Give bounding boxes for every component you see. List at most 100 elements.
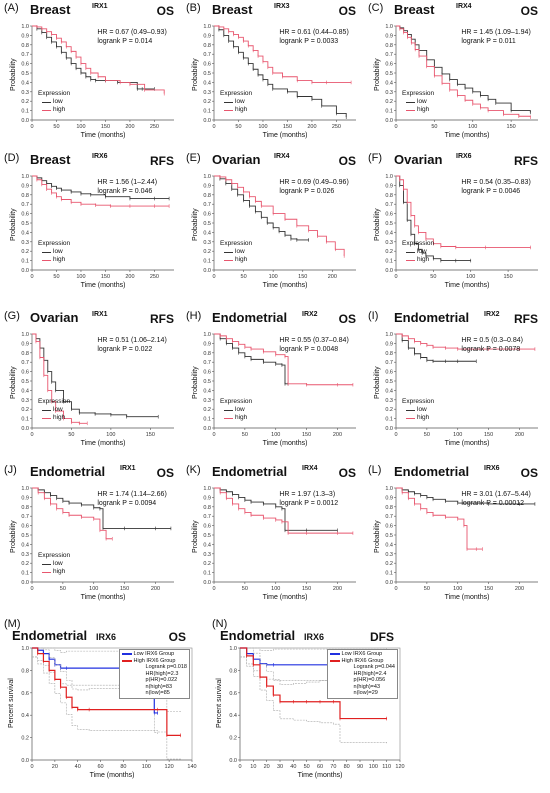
legend: Expression low high <box>38 240 70 264</box>
y-tick-label: 0.6 <box>21 524 29 530</box>
legend-label: HR(high)=2.4 <box>353 670 387 677</box>
legend-label: n(low)=29 <box>353 690 378 696</box>
confidence-band <box>240 647 387 651</box>
logrank-p: logrank P = 0.0012 <box>279 500 339 507</box>
x-tick-label: 150 <box>120 586 129 592</box>
y-tick-label: 0.1 <box>385 417 393 423</box>
y-tick-label: 0.0 <box>203 268 211 274</box>
y-tick-label: 0.5 <box>21 71 29 77</box>
y-tick-label: 0.3 <box>21 398 29 404</box>
y-tick-label: 0.8 <box>203 43 211 49</box>
y-tick-label: 0.8 <box>203 351 211 357</box>
gene-label: IRX4 <box>302 465 318 472</box>
x-tick-label: 100 <box>453 586 462 592</box>
x-tick-label: 150 <box>504 274 513 280</box>
plot-I: 0.0 0.1 0.2 0.3 0.4 0.5 0.6 0.7 0.8 0.9 1.0 0 50 100 1… <box>385 332 538 438</box>
x-axis-label: Time (months) <box>262 132 308 139</box>
legend-label: low <box>417 98 427 105</box>
legend-line: HR(high)=2.4 <box>330 671 395 678</box>
x-tick-label: 30 <box>277 764 283 770</box>
legend-label: high <box>235 256 248 263</box>
y-tick-label: 1.0 <box>385 486 393 492</box>
y-tick-label: 0.7 <box>385 52 393 58</box>
y-tick-label: 0.1 <box>385 109 393 115</box>
endpoint-label: OS <box>156 4 174 18</box>
y-tick-label: 0.2 <box>21 561 29 567</box>
y-tick-label: 0.1 <box>21 259 29 265</box>
y-tick-label: 0.0 <box>385 426 393 432</box>
legend-swatch <box>224 417 233 419</box>
legend-swatch <box>329 659 340 662</box>
legend-label: low <box>417 406 427 413</box>
y-tick-label: 0.6 <box>385 524 393 530</box>
series-low <box>214 175 309 241</box>
legend-swatch <box>121 659 132 662</box>
y-tick-label: 0.3 <box>385 552 393 558</box>
y-tick-label: 0.2 <box>21 249 29 255</box>
x-tick-label: 50 <box>53 274 59 280</box>
hazard-ratio: HR = 0.69 (0.49–0.96) <box>279 179 349 186</box>
legend-item-high: high <box>402 256 434 264</box>
x-axis-label: Time (months) <box>444 132 490 139</box>
panel-L: 0.0 0.1 0.2 0.3 0.4 0.5 0.6 0.7 0.8 0.9 1.0 0 50 100 1… <box>368 462 546 612</box>
cancer-title: Ovarian <box>30 310 79 325</box>
x-tick-label: 150 <box>283 124 292 130</box>
y-tick-label: 1.0 <box>21 486 29 492</box>
x-tick-label: 50 <box>60 586 66 592</box>
y-axis-label: Probability <box>192 58 199 91</box>
series-low <box>32 333 159 418</box>
legend-label: high <box>417 414 430 421</box>
y-tick-label: 0.2 <box>385 99 393 105</box>
x-axis-label: Time (months) <box>80 282 126 289</box>
y-tick-label: 0.6 <box>385 62 393 68</box>
legend-item-low: low <box>402 248 434 256</box>
logrank-p: logrank P = 0.0046 <box>461 188 521 195</box>
hazard-ratio: HR = 0.54 (0.35–0.83) <box>461 179 531 186</box>
legend-swatch <box>224 409 233 411</box>
hazard-ratio: HR = 0.61 (0.44–0.85) <box>279 29 349 36</box>
y-tick-label: 0.9 <box>203 341 211 347</box>
endpoint-label: DFS <box>370 630 394 644</box>
endpoint-label: OS <box>338 312 356 326</box>
y-tick-label: 0.3 <box>385 398 393 404</box>
legend-line: n(low)=29 <box>330 690 395 697</box>
legend-line: p(HR)=0.056 <box>330 677 395 684</box>
x-tick-label: 50 <box>235 124 241 130</box>
legend-item-high: high <box>220 414 252 422</box>
legend-item-low: low <box>38 248 70 256</box>
y-axis-label: Probability <box>374 520 381 553</box>
legend-line: n(high)=83 <box>122 684 187 691</box>
hazard-ratio: HR = 0.51 (1.06–2.14) <box>97 337 167 344</box>
legend-title: Expression <box>402 90 435 97</box>
plot-frame <box>31 647 193 761</box>
y-axis-label: Probability <box>192 366 199 399</box>
x-tick-label: 200 <box>328 274 337 280</box>
y-tick-label: 0.6 <box>21 691 29 697</box>
y-tick-label: 0.5 <box>21 379 29 385</box>
y-tick-label: 0.3 <box>203 398 211 404</box>
legend-item-low: low <box>402 98 434 106</box>
panel-label: (C) <box>368 2 384 14</box>
legend-swatch <box>406 417 415 419</box>
x-tick-label: 50 <box>53 124 59 130</box>
panel-I: 0.0 0.1 0.2 0.3 0.4 0.5 0.6 0.7 0.8 0.9 1.0 0 50 100 1… <box>368 308 546 458</box>
plot-J: 0.0 0.1 0.2 0.3 0.4 0.5 0.6 0.7 0.8 0.9 1.0 0 50 100 1… <box>21 486 174 592</box>
logrank-p: logrank P = 0.014 <box>97 38 153 45</box>
x-tick-label: 200 <box>125 274 134 280</box>
legend-item-high: high <box>402 106 434 114</box>
y-tick-label: 1.0 <box>229 646 237 652</box>
y-tick-label: 1.0 <box>21 646 29 652</box>
legend-line: High IRX6 Group <box>329 658 395 665</box>
y-tick-label: 0.6 <box>385 212 393 218</box>
legend-swatch <box>121 653 132 656</box>
y-tick-label: 0.7 <box>385 360 393 366</box>
legend-label: low <box>53 248 63 255</box>
x-tick-label: 0 <box>394 124 397 130</box>
y-tick-label: 1.0 <box>385 24 393 30</box>
plot-D: 0.0 0.1 0.2 0.3 0.4 0.5 0.6 0.7 0.8 0.9 1.0 0 50 100 1… <box>21 174 174 280</box>
y-tick-label: 0.9 <box>203 183 211 189</box>
y-tick-label: 0.0 <box>385 118 393 124</box>
y-tick-label: 0.2 <box>385 561 393 567</box>
y-tick-label: 0.2 <box>203 249 211 255</box>
x-tick-label: 100 <box>142 764 151 770</box>
